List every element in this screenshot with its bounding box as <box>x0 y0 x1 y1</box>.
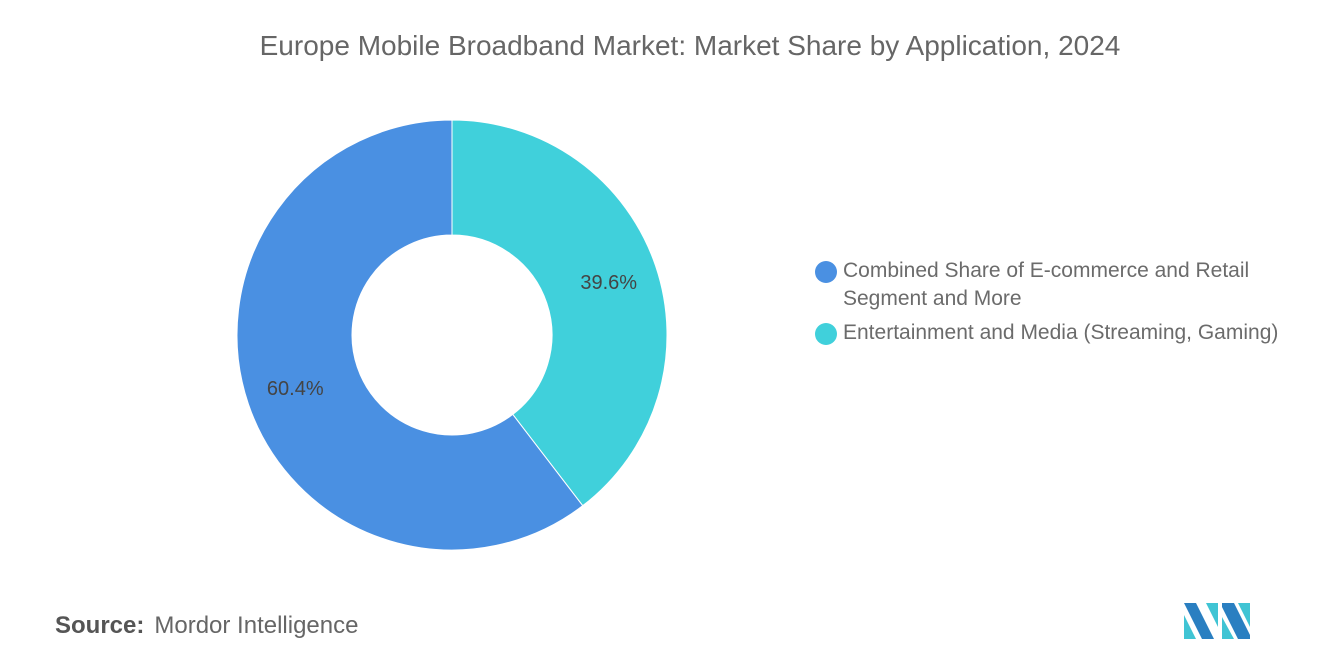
legend-label: Entertainment and Media (Streaming, Gami… <box>843 321 1279 344</box>
source-label: Source: <box>55 612 145 639</box>
legend-item: Combined Share of E-commerce and Retail … <box>815 257 1285 313</box>
chart-title: Europe Mobile Broadband Market: Market S… <box>259 30 1121 61</box>
donut-slice <box>236 119 584 551</box>
data-label: 39.6% <box>580 272 637 294</box>
legend-swatch <box>815 261 837 283</box>
legend: Combined Share of E-commerce and Retail … <box>815 257 1285 353</box>
donut-slice <box>451 119 668 507</box>
legend-label: Combined Share of E-commerce and Retail … <box>843 259 1250 310</box>
source-note: Source: Mordor Intelligence <box>55 612 358 640</box>
data-label: 60.4% <box>267 378 324 400</box>
mordor-logo <box>1184 603 1250 639</box>
legend-swatch <box>815 323 837 345</box>
source-value: Mordor Intelligence <box>154 612 359 639</box>
legend-item: Entertainment and Media (Streaming, Gami… <box>815 319 1285 347</box>
